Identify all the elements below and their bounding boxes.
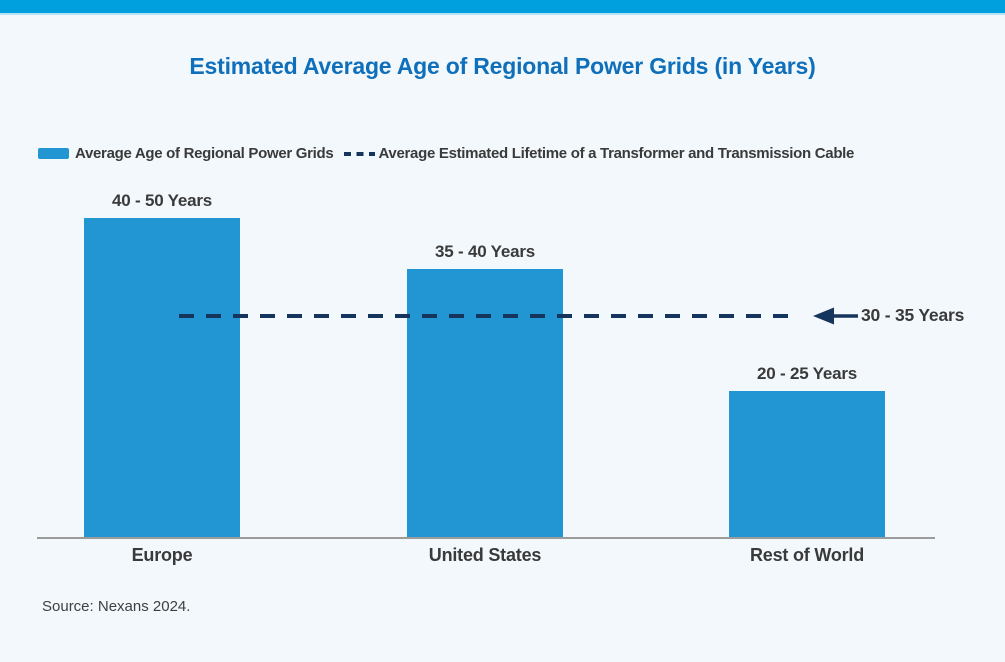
value-label-united-states: 35 - 40 Years: [434, 242, 536, 261]
legend: Average Age of Regional Power Grids Aver…: [38, 145, 854, 162]
reference-line-label: 30 - 35 Years: [861, 305, 965, 325]
value-label-europe: 40 - 50 Years: [111, 191, 213, 210]
source-attribution: Source: Nexans 2024.: [42, 598, 191, 615]
top-accent-strip: [0, 0, 1005, 15]
legend-label-bars: Average Age of Regional Power Grids: [75, 145, 334, 162]
bar-rest-of-world: [729, 391, 885, 537]
value-label-rest-of-world: 20 - 25 Years: [756, 364, 858, 383]
category-label-europe: Europe: [131, 545, 193, 565]
legend-dashed-line-swatch: [344, 151, 376, 156]
category-label-united-states: United States: [428, 545, 542, 565]
legend-bar-swatch: [38, 148, 69, 159]
x-axis-line: [37, 537, 935, 539]
chart-title: Estimated Average Age of Regional Power …: [189, 53, 816, 79]
bar-united-states: [407, 269, 563, 537]
category-label-rest-of-world: Rest of World: [749, 545, 865, 565]
bar-europe: [84, 218, 240, 537]
left-arrow-icon: [813, 307, 834, 325]
legend-label-reference: Average Estimated Lifetime of a Transfor…: [378, 145, 855, 162]
